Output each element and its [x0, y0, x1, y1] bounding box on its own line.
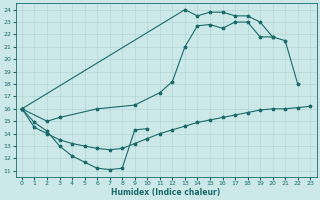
X-axis label: Humidex (Indice chaleur): Humidex (Indice chaleur) [111, 188, 221, 197]
